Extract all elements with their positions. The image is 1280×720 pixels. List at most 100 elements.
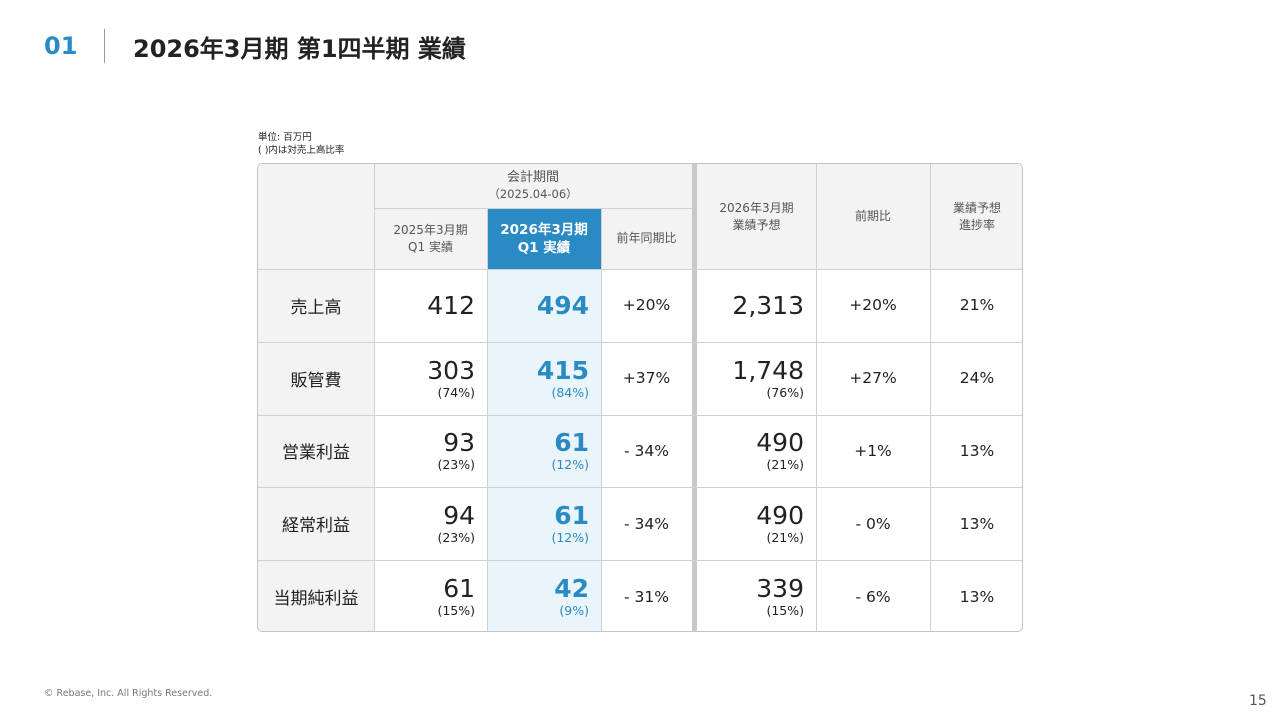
grid-vline <box>816 164 817 631</box>
column-header-forecast: 2026年3月期 業績予想 <box>697 164 816 269</box>
progress-value: 13% <box>959 441 995 460</box>
vs_prev-cell: +1% <box>816 415 930 488</box>
prev-ratio: (23%) <box>437 457 475 473</box>
row-label-cell: 売上高 <box>258 269 374 342</box>
column-header-curr-q1-line1: 2026年3月期 <box>500 221 588 238</box>
prev-value: 93 <box>443 428 475 458</box>
column-header-progress-line2: 進捗率 <box>958 217 995 232</box>
forecast-ratio: (15%) <box>766 603 804 619</box>
grid-hline <box>258 414 1022 416</box>
prev-value: 412 <box>427 290 475 320</box>
grid-vline <box>487 208 488 631</box>
vs_prev-cell: +27% <box>816 342 930 415</box>
grid-hline <box>374 208 692 209</box>
yoy-cell: +20% <box>601 269 692 342</box>
page-number: 15 <box>1249 693 1267 709</box>
column-header-progress: 業績予想 進捗率 <box>930 164 1022 269</box>
unit-note: 単位: 百万円 <box>258 132 312 143</box>
curr-value: 61 <box>554 501 589 531</box>
forecast-value: 1,748 <box>732 355 804 385</box>
grid-hline <box>258 341 1022 343</box>
curr-cell: 494 <box>487 269 601 342</box>
yoy-cell: - 31% <box>601 560 692 631</box>
page-title: 2026年3月期 第1四半期 業績 <box>133 35 466 63</box>
forecast-cell: 490 (21%) <box>697 415 816 488</box>
curr-value: 494 <box>536 290 589 320</box>
corner-header-cell <box>258 164 374 269</box>
section-number: 01 <box>44 32 78 60</box>
header-divider <box>104 29 105 63</box>
vs_prev-value: +1% <box>854 441 892 460</box>
curr-value: 61 <box>554 428 589 458</box>
vs_prev-value: - 6% <box>855 587 891 606</box>
column-header-prev-q1: 2025年3月期 Q1 実績 <box>374 208 487 269</box>
prev-cell: 412 <box>374 269 487 342</box>
progress-cell: 13% <box>930 560 1022 631</box>
column-header-progress-line1: 業績予想 <box>952 200 1001 215</box>
row-label: 営業利益 <box>282 443 350 464</box>
forecast-ratio: (76%) <box>766 384 804 400</box>
grid-vline <box>930 164 931 631</box>
forecast-cell: 339 (15%) <box>697 560 816 631</box>
curr-cell: 42 (9%) <box>487 560 601 631</box>
forecast-ratio: (21%) <box>766 530 804 546</box>
grid-hline <box>258 487 1022 489</box>
row-label: 当期純利益 <box>273 589 359 610</box>
grid-hline <box>258 269 1022 270</box>
column-header-vs-prev: 前期比 <box>816 164 930 269</box>
curr-cell: 61 (12%) <box>487 487 601 561</box>
curr-ratio: (84%) <box>551 384 589 400</box>
prev-ratio: (74%) <box>437 384 475 400</box>
grid-vline <box>374 164 375 631</box>
curr-cell: 415 (84%) <box>487 341 601 415</box>
curr-ratio: (12%) <box>551 457 589 473</box>
vs_prev-cell: - 6% <box>816 560 930 631</box>
prev-ratio: (23%) <box>437 530 475 546</box>
forecast-value: 339 <box>756 574 804 604</box>
results-table: 会計期間 （2025.04-06） 2025年3月期 Q1 実績 2026年3月… <box>257 163 1023 632</box>
row-label: 販管費 <box>290 370 342 391</box>
vs_prev-cell: +20% <box>816 269 930 342</box>
vs_prev-value: - 0% <box>855 514 891 533</box>
column-header-yoy: 前年同期比 <box>601 208 692 269</box>
prev-value: 94 <box>443 501 475 531</box>
row-label-cell: 販管費 <box>258 341 374 415</box>
progress-cell: 13% <box>930 487 1022 560</box>
prev-value: 303 <box>427 355 475 385</box>
forecast-value: 490 <box>756 428 804 458</box>
copyright: © Rebase, Inc. All Rights Reserved. <box>44 688 213 699</box>
grid-hline <box>258 560 1022 562</box>
curr-value: 415 <box>536 355 589 385</box>
section-separator <box>692 164 697 631</box>
progress-value: 24% <box>959 369 995 388</box>
forecast-cell: 2,313 <box>697 269 816 342</box>
curr-ratio: (9%) <box>559 603 589 619</box>
prev-cell: 93 (23%) <box>374 415 487 488</box>
period-range: （2025.04-06） <box>488 187 578 201</box>
forecast-value: 490 <box>756 501 804 531</box>
forecast-cell: 490 (21%) <box>697 487 816 560</box>
forecast-cell: 1,748 (76%) <box>697 342 816 415</box>
prev-value: 61 <box>443 574 475 604</box>
yoy-value: - 34% <box>624 441 669 460</box>
row-label-cell: 経常利益 <box>258 487 374 561</box>
column-header-curr-q1-line2: Q1 実績 <box>517 239 571 256</box>
prev-cell: 303 (74%) <box>374 342 487 415</box>
grid-vline <box>601 208 602 631</box>
ratio-note: ( )内は対売上高比率 <box>258 145 345 156</box>
row-label-cell: 当期純利益 <box>258 560 374 631</box>
row-label: 経常利益 <box>282 516 350 537</box>
progress-cell: 24% <box>930 342 1022 415</box>
row-label-cell: 営業利益 <box>258 414 374 488</box>
column-header-prev-q1-line1: 2025年3月期 <box>393 222 468 237</box>
progress-value: 21% <box>959 296 995 315</box>
table-notes: 単位: 百万円 ( )内は対売上高比率 <box>258 131 344 157</box>
vs_prev-cell: - 0% <box>816 487 930 560</box>
prev-cell: 94 (23%) <box>374 487 487 560</box>
yoy-cell: - 34% <box>601 415 692 488</box>
yoy-value: +37% <box>622 369 671 388</box>
curr-ratio: (12%) <box>551 530 589 546</box>
yoy-value: +20% <box>622 296 671 315</box>
progress-cell: 21% <box>930 269 1022 342</box>
column-header-yoy-label: 前年同期比 <box>616 231 677 245</box>
